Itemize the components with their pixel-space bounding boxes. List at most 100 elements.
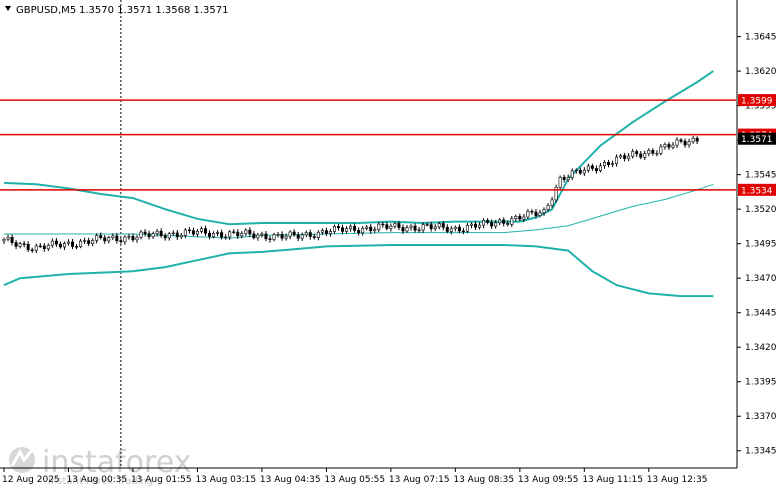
candle-body — [14, 242, 18, 247]
candle — [381, 221, 385, 228]
candle-body — [103, 237, 107, 242]
candle-body — [659, 146, 663, 154]
price-tick-label: 1.3645 — [745, 33, 777, 43]
candle-body — [79, 240, 83, 247]
candle — [34, 243, 38, 254]
candle — [14, 240, 18, 250]
ohlc-readout: 1.3570 1.3571 1.3568 1.3571 — [79, 5, 229, 16]
price-tick-label: 1.3595 — [745, 102, 777, 112]
price-tick-label: 1.3545 — [745, 171, 777, 181]
lower-band-line — [3, 244, 714, 298]
candle — [71, 238, 75, 249]
candle-body — [171, 232, 175, 235]
candle-body — [212, 232, 216, 237]
candle — [574, 168, 578, 174]
candle — [457, 224, 461, 234]
candle-body — [586, 165, 590, 171]
candle — [498, 218, 502, 225]
candle-body — [232, 231, 236, 233]
candle-body — [199, 228, 203, 232]
price-tick-label: 1.3470 — [745, 274, 777, 284]
candle-body — [187, 229, 191, 232]
candle-body — [474, 223, 478, 228]
candle-body — [381, 223, 385, 226]
candle — [46, 243, 50, 252]
candle-body — [486, 220, 490, 223]
candle-body — [312, 236, 316, 238]
candle-body — [566, 177, 570, 180]
price-tick-label: 1.3495 — [745, 240, 777, 250]
price-tick-label: 1.3445 — [745, 309, 777, 319]
candle — [119, 238, 123, 244]
candle — [401, 224, 405, 234]
candle-body — [66, 241, 70, 244]
candle-body — [216, 232, 220, 234]
candle — [87, 237, 91, 247]
candle — [586, 163, 590, 173]
candle — [554, 184, 558, 203]
candle-body — [562, 176, 566, 180]
candle — [671, 142, 675, 150]
candle-body — [167, 233, 171, 239]
candle-body — [667, 144, 671, 148]
candle — [103, 234, 107, 244]
candle — [50, 238, 54, 248]
candle-body — [671, 144, 675, 148]
candle-body — [538, 212, 542, 216]
candle — [228, 230, 232, 240]
candle-body — [365, 226, 369, 229]
candle — [252, 230, 256, 240]
candle — [542, 207, 546, 216]
candle — [328, 228, 332, 237]
candle — [546, 203, 550, 212]
candle — [212, 231, 216, 239]
level-tag-box — [738, 183, 776, 196]
candle-body — [445, 226, 449, 232]
candle-body — [163, 235, 167, 239]
price-axis — [0, 0, 738, 469]
candle-body — [276, 234, 280, 236]
candle-body — [236, 231, 240, 237]
candle — [683, 138, 687, 148]
candle — [268, 235, 272, 243]
candle-body — [288, 231, 292, 237]
time-tick-label: 13 Aug 11:15 — [582, 475, 643, 485]
candle-body — [292, 231, 296, 236]
candle-body — [675, 139, 679, 146]
time-tick-label: 13 Aug 00:35 — [66, 475, 127, 485]
candle-body — [361, 228, 365, 234]
candle — [336, 223, 340, 231]
candle-body — [22, 243, 26, 245]
candle-body — [320, 230, 324, 233]
candle — [550, 196, 554, 209]
candle-body — [2, 238, 6, 242]
candle-body — [107, 237, 111, 242]
candle — [62, 241, 66, 250]
time-tick-label: 13 Aug 12:35 — [647, 475, 708, 485]
candle-body — [62, 242, 66, 248]
candle-body — [91, 240, 95, 244]
time-tick-label: 12 Aug 2025 — [2, 475, 60, 485]
candle-body — [574, 169, 578, 172]
candle-body — [252, 233, 256, 239]
candle — [393, 221, 397, 229]
triangle-down-icon — [5, 6, 11, 11]
candle-body — [373, 229, 377, 232]
candle — [578, 167, 582, 175]
candle-body — [353, 225, 357, 231]
time-tick-label: 13 Aug 08:35 — [453, 475, 514, 485]
horizontal-levels — [0, 99, 736, 191]
candle-body — [71, 241, 75, 247]
candle-body — [151, 233, 155, 238]
candle-body — [244, 229, 248, 234]
candle — [623, 152, 627, 162]
candle — [409, 224, 413, 231]
candle — [191, 227, 195, 237]
candle-body — [546, 205, 550, 210]
time-tick-label: 13 Aug 05:55 — [324, 475, 385, 485]
candle — [260, 231, 264, 238]
candle — [566, 174, 570, 182]
